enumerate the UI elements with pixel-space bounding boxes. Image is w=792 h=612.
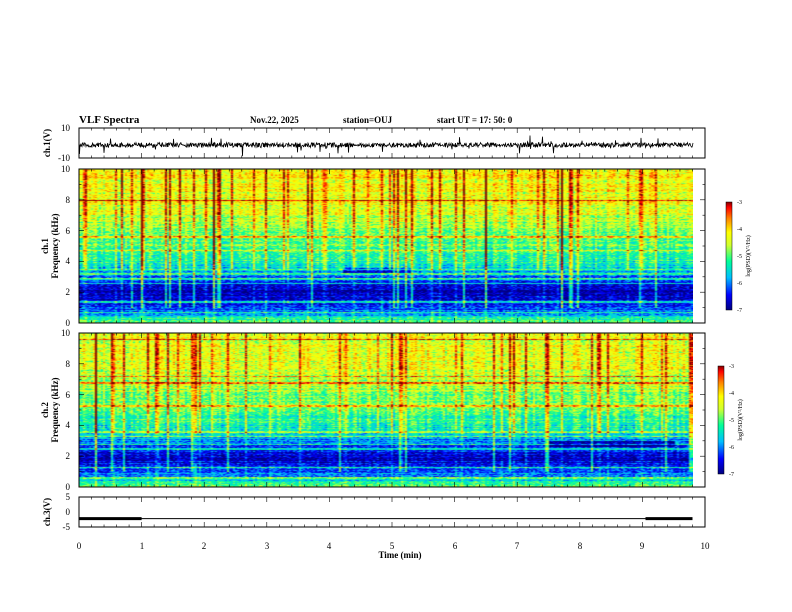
ch2-freq-tick-2: 2 (66, 451, 71, 461)
figure-title: VLF Spectra (79, 114, 140, 126)
ch3-ytick-0: 0 (66, 507, 71, 517)
ch1-spectrogram-panel: 0 2 4 6 8 10 ch.1 Frequency (kHz) -3 -4 … (40, 164, 752, 328)
time-tick-7: 7 (515, 541, 520, 551)
ch1-freq-tick-10: 10 (61, 164, 71, 174)
ch3-waveform-panel: 5 0 -5 ch.3(V) 0 1 2 3 4 5 6 7 8 9 10 Ti… (42, 492, 710, 560)
ch1-freq-tick-6: 6 (66, 226, 71, 236)
ch1-waveform-ylabel: ch.1(V) (42, 129, 52, 157)
station-label: station=OUJ (343, 115, 393, 125)
ch1-frequency-label: Frequency (kHz) (50, 213, 60, 278)
ch2-colorbar (717, 365, 725, 475)
ch2-spectrogram-panel: 0 2 4 6 8 10 ch.2 Frequency (kHz) -3 -4 … (40, 328, 744, 492)
ch2-channel-label: ch.2 (40, 402, 50, 418)
ch2-freq-tick-6: 6 (66, 390, 71, 400)
ch2-frequency-label: Frequency (kHz) (50, 377, 60, 442)
ch3-ytick-neg5: -5 (63, 522, 71, 532)
ch2-cb-tick-7: -7 (729, 472, 734, 478)
time-tick-0: 0 (77, 541, 82, 551)
ch2-cb-tick-6: -6 (729, 445, 734, 451)
ch1-cb-tick-6: -6 (737, 281, 742, 287)
date-label: Nov.22, 2025 (250, 115, 299, 125)
time-tick-6: 6 (453, 541, 458, 551)
ch1-channel-label: ch.1 (40, 238, 50, 254)
ch1-cb-tick-7: -7 (737, 308, 742, 314)
ch1-cb-tick-4: -4 (737, 227, 742, 233)
ch1-freq-tick-8: 8 (66, 195, 71, 205)
ch1-ytick-bottom: -10 (58, 153, 70, 163)
ch3-ytick-5: 5 (66, 492, 71, 502)
time-tick-10: 10 (701, 541, 711, 551)
time-tick-2: 2 (202, 541, 207, 551)
ch2-cb-tick-4: -4 (729, 391, 734, 397)
ch2-colorbar-label: log(PSD)(V²/Hz) (737, 399, 744, 440)
ch2-freq-tick-4: 4 (66, 420, 71, 430)
ch2-spectrogram-image (79, 333, 693, 487)
time-tick-9: 9 (640, 541, 645, 551)
ch1-spectrogram-image (79, 169, 693, 323)
ch1-colorbar (725, 201, 733, 311)
ch1-freq-tick-0: 0 (66, 318, 71, 328)
ch2-cb-tick-3: -3 (729, 364, 734, 370)
ch2-freq-tick-0: 0 (66, 482, 71, 492)
ch2-freq-tick-8: 8 (66, 359, 71, 369)
axis-tick-marks (78, 128, 706, 527)
ch1-freq-tick-2: 2 (66, 287, 71, 297)
time-tick-1: 1 (140, 541, 145, 551)
ch1-freq-tick-4: 4 (66, 256, 71, 266)
ch2-cb-tick-5: -5 (729, 418, 734, 424)
ch2-freq-tick-10: 10 (61, 328, 71, 338)
time-tick-3: 3 (265, 541, 270, 551)
ch3-waveform-ylabel: ch.3(V) (42, 498, 52, 526)
time-tick-8: 8 (578, 541, 583, 551)
time-axis-label: Time (min) (378, 550, 421, 560)
time-tick-5: 5 (390, 541, 395, 551)
ch1-ytick-top: 10 (61, 123, 71, 133)
start-time-label: start UT = 17: 50: 0 (437, 115, 513, 125)
ch1-cb-tick-3: -3 (737, 200, 742, 206)
ch1-colorbar-label: log(PSD)(V²/Hz) (745, 235, 752, 276)
time-tick-4: 4 (327, 541, 332, 551)
ch1-cb-tick-5: -5 (737, 254, 742, 260)
ch1-waveform-trace (78, 135, 694, 157)
